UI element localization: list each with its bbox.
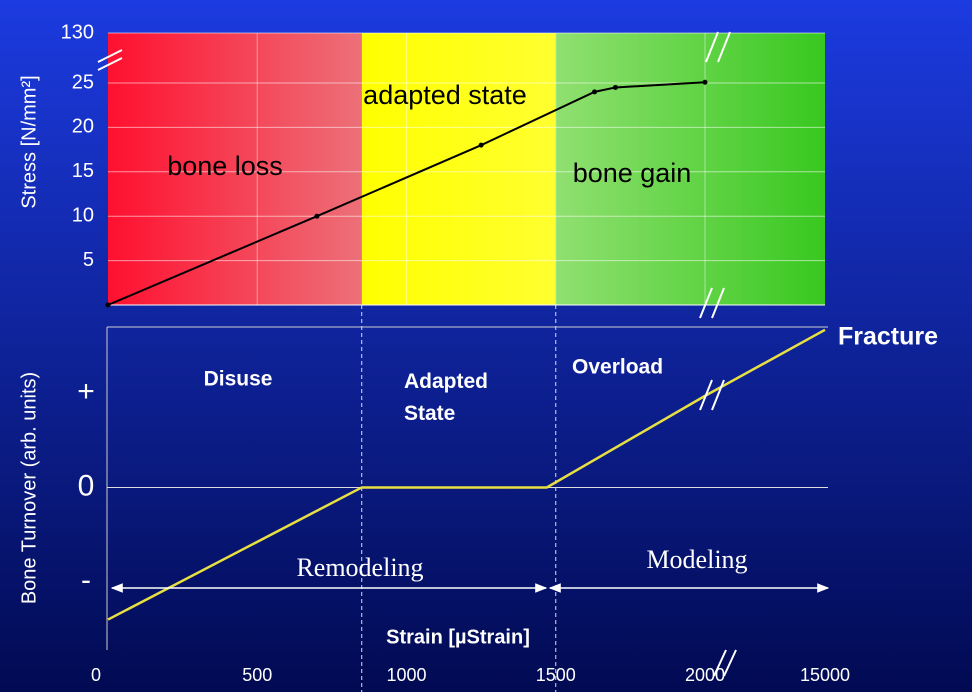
point xyxy=(314,213,320,219)
y-tick-label: 15 xyxy=(72,160,94,182)
annotation: Remodeling xyxy=(296,553,423,582)
series-line xyxy=(107,328,826,621)
region xyxy=(555,33,825,305)
y-tick-label: 10 xyxy=(72,204,94,226)
annotation: Adapted State xyxy=(404,370,488,425)
x-axis-title: Strain [µStrain] xyxy=(386,626,530,648)
y-tick-label: 0 xyxy=(78,469,95,502)
point xyxy=(105,302,111,308)
y-tick-label: 20 xyxy=(72,116,94,138)
x-tick-label: 500 xyxy=(242,665,272,685)
x-tick-label: 1500 xyxy=(536,665,576,685)
region-label: adapted state xyxy=(363,80,527,110)
x-tick-label: 0 xyxy=(91,665,101,685)
region xyxy=(361,33,556,305)
y-axis-title: Bone Turnover (arb. units) xyxy=(18,372,40,604)
point xyxy=(478,142,484,148)
point xyxy=(612,84,618,90)
y-tick-label: 25 xyxy=(72,71,94,93)
region-layer xyxy=(108,33,825,305)
y-tick-label: - xyxy=(81,564,91,597)
annotation: Modeling xyxy=(646,545,747,574)
x-tick-label: 15000 xyxy=(800,665,850,685)
series-line xyxy=(107,81,706,306)
region-label: bone gain xyxy=(573,158,692,188)
annotation: Fracture xyxy=(838,323,938,351)
point xyxy=(702,79,708,85)
x-tick-label: 1000 xyxy=(386,665,426,685)
region-label: bone loss xyxy=(167,151,283,181)
mark-layer xyxy=(105,79,826,621)
grid-layer xyxy=(106,32,828,692)
point xyxy=(592,89,598,95)
x-tick-label: 2000 xyxy=(685,665,725,685)
y-tick-label: + xyxy=(77,375,95,408)
annotation: Overload xyxy=(572,356,663,379)
y-axis-title: Stress [N/mm²] xyxy=(18,75,40,208)
y-tick-label: 130 xyxy=(61,21,94,43)
y-tick-label: 5 xyxy=(83,249,94,271)
annotation: Disuse xyxy=(204,368,273,391)
region xyxy=(108,33,362,305)
axis-break xyxy=(97,31,737,677)
